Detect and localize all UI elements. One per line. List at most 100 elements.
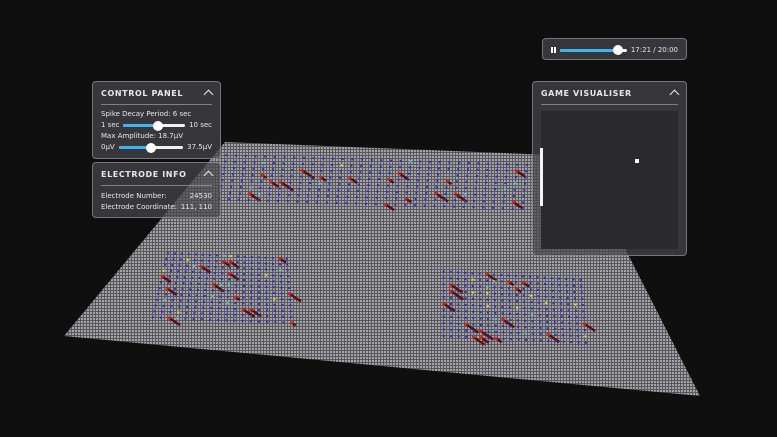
electrode[interactable] (493, 299, 496, 302)
electrode[interactable] (225, 313, 228, 316)
electrode[interactable] (339, 176, 342, 179)
electrode[interactable] (234, 160, 237, 163)
electrode[interactable] (394, 203, 397, 206)
electrode[interactable] (455, 186, 458, 189)
electrode[interactable] (509, 331, 512, 334)
electrode[interactable] (159, 316, 162, 319)
electrode[interactable] (210, 306, 213, 309)
electrode[interactable] (416, 179, 419, 182)
electrode[interactable] (243, 255, 246, 258)
electrode[interactable] (529, 288, 532, 291)
electrode[interactable] (312, 157, 315, 160)
electrode[interactable] (378, 178, 381, 181)
electrode[interactable] (532, 332, 535, 335)
electrode[interactable] (241, 314, 244, 317)
electrode[interactable] (192, 265, 195, 268)
electrode[interactable] (200, 259, 203, 262)
electrode[interactable] (222, 254, 225, 257)
electrode[interactable] (579, 278, 582, 281)
electrode[interactable] (544, 289, 547, 292)
electrode[interactable] (522, 201, 525, 204)
electrode[interactable] (501, 207, 504, 210)
electrode[interactable] (505, 175, 508, 178)
electrode[interactable] (427, 173, 430, 176)
electrode[interactable] (444, 192, 447, 195)
electrode[interactable] (486, 292, 489, 295)
electrode[interactable] (349, 170, 352, 173)
electrode[interactable] (250, 273, 253, 276)
electrode[interactable] (165, 257, 168, 260)
electrode[interactable] (278, 187, 281, 190)
electrode[interactable] (221, 179, 224, 182)
electrode[interactable] (503, 188, 506, 191)
electrode[interactable] (536, 276, 539, 279)
electrode[interactable] (163, 299, 166, 302)
electrode[interactable] (277, 199, 280, 202)
electrode[interactable] (177, 311, 180, 314)
electrode[interactable] (300, 175, 303, 178)
electrode[interactable] (298, 188, 301, 191)
electrode[interactable] (208, 318, 211, 321)
electrode[interactable] (280, 292, 283, 295)
electrode[interactable] (580, 291, 583, 294)
electrode[interactable] (367, 183, 370, 186)
electrode[interactable] (302, 156, 305, 159)
electrode[interactable] (204, 289, 207, 292)
electrode[interactable] (567, 303, 570, 306)
electrode[interactable] (287, 193, 290, 196)
electrode[interactable] (356, 189, 359, 192)
electrode[interactable] (502, 331, 505, 334)
electrode[interactable] (514, 182, 517, 185)
electrode[interactable] (566, 290, 569, 293)
max-amplitude-slider[interactable] (118, 142, 184, 153)
electrode[interactable] (521, 275, 524, 278)
electrode[interactable] (560, 315, 563, 318)
electrode[interactable] (241, 173, 244, 176)
electrode[interactable] (233, 167, 236, 170)
electrode[interactable] (523, 307, 526, 310)
electrode[interactable] (366, 190, 369, 193)
electrode[interactable] (508, 306, 511, 309)
electrode[interactable] (494, 181, 497, 184)
electrode[interactable] (272, 286, 275, 289)
electrode[interactable] (493, 279, 496, 282)
electrode[interactable] (243, 161, 246, 164)
pause-icon[interactable] (551, 47, 556, 53)
electrode[interactable] (523, 188, 526, 191)
playback-scrubber[interactable] (560, 45, 627, 55)
electrode[interactable] (524, 332, 527, 335)
electrode[interactable] (561, 321, 564, 324)
electrode[interactable] (445, 186, 448, 189)
electrode[interactable] (494, 305, 497, 308)
electrode[interactable] (558, 283, 561, 286)
electrode[interactable] (331, 157, 334, 160)
electrode[interactable] (465, 336, 468, 339)
electrode[interactable] (279, 274, 282, 277)
electrode[interactable] (191, 276, 194, 279)
electrode[interactable] (516, 313, 519, 316)
electrode[interactable] (190, 282, 193, 285)
electrode[interactable] (554, 327, 557, 330)
electrode[interactable] (545, 314, 548, 317)
electrode[interactable] (472, 329, 475, 332)
electrode[interactable] (287, 281, 290, 284)
electrode[interactable] (266, 320, 269, 323)
electrode[interactable] (265, 280, 268, 283)
electrode[interactable] (464, 193, 467, 196)
electrode[interactable] (513, 188, 516, 191)
electrode[interactable] (213, 271, 216, 274)
electrode[interactable] (568, 322, 571, 325)
electrode[interactable] (350, 164, 353, 167)
electrode[interactable] (250, 267, 253, 270)
electrode[interactable] (265, 309, 268, 312)
electrode[interactable] (271, 257, 274, 260)
electrode[interactable] (537, 288, 540, 291)
electrode[interactable] (271, 262, 274, 265)
electrode[interactable] (257, 314, 260, 317)
electrode[interactable] (522, 288, 525, 291)
electrode[interactable] (486, 285, 489, 288)
electrode[interactable] (351, 158, 354, 161)
electrode[interactable] (331, 163, 334, 166)
electrode[interactable] (500, 286, 503, 289)
electrode[interactable] (172, 258, 175, 261)
